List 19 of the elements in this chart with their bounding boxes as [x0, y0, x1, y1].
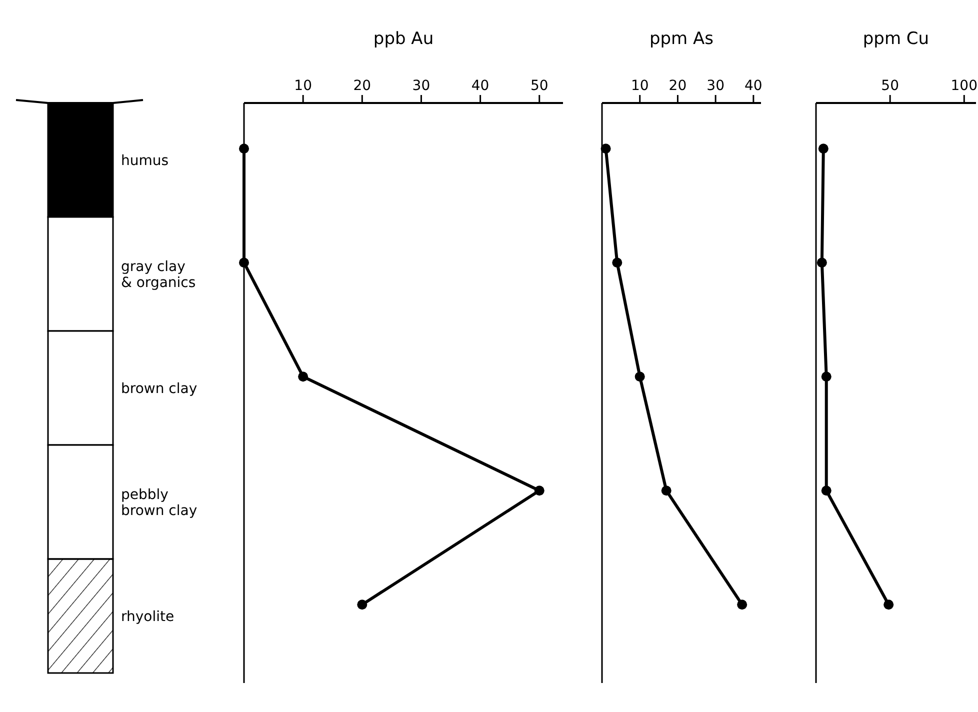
chart-title: ppb Au — [373, 29, 434, 49]
x-tick-label: 50 — [530, 78, 548, 94]
chart-title: ppm As — [649, 29, 714, 49]
x-tick-label: 20 — [353, 78, 372, 94]
x-tick-label: 30 — [412, 78, 430, 94]
y-tick-label: rhyolite — [121, 609, 174, 625]
x-tick-label: 40 — [744, 78, 762, 94]
x-tick-label: 10 — [630, 78, 649, 94]
x-tick-label: 100 — [950, 78, 978, 94]
chart-title: ppm Cu — [862, 29, 930, 49]
y-tick-label: pebbly brown clay — [121, 487, 198, 519]
x-tick-label: 10 — [294, 78, 312, 94]
x-tick-label: 50 — [881, 78, 899, 94]
y-tick-label: humus — [121, 153, 169, 169]
x-tick-label: 20 — [668, 78, 687, 94]
y-tick-label: brown clay — [121, 381, 198, 397]
x-tick-label: 30 — [706, 78, 724, 94]
x-tick-label: 40 — [471, 78, 490, 94]
y-tick-label: gray clay & organics — [121, 259, 196, 291]
